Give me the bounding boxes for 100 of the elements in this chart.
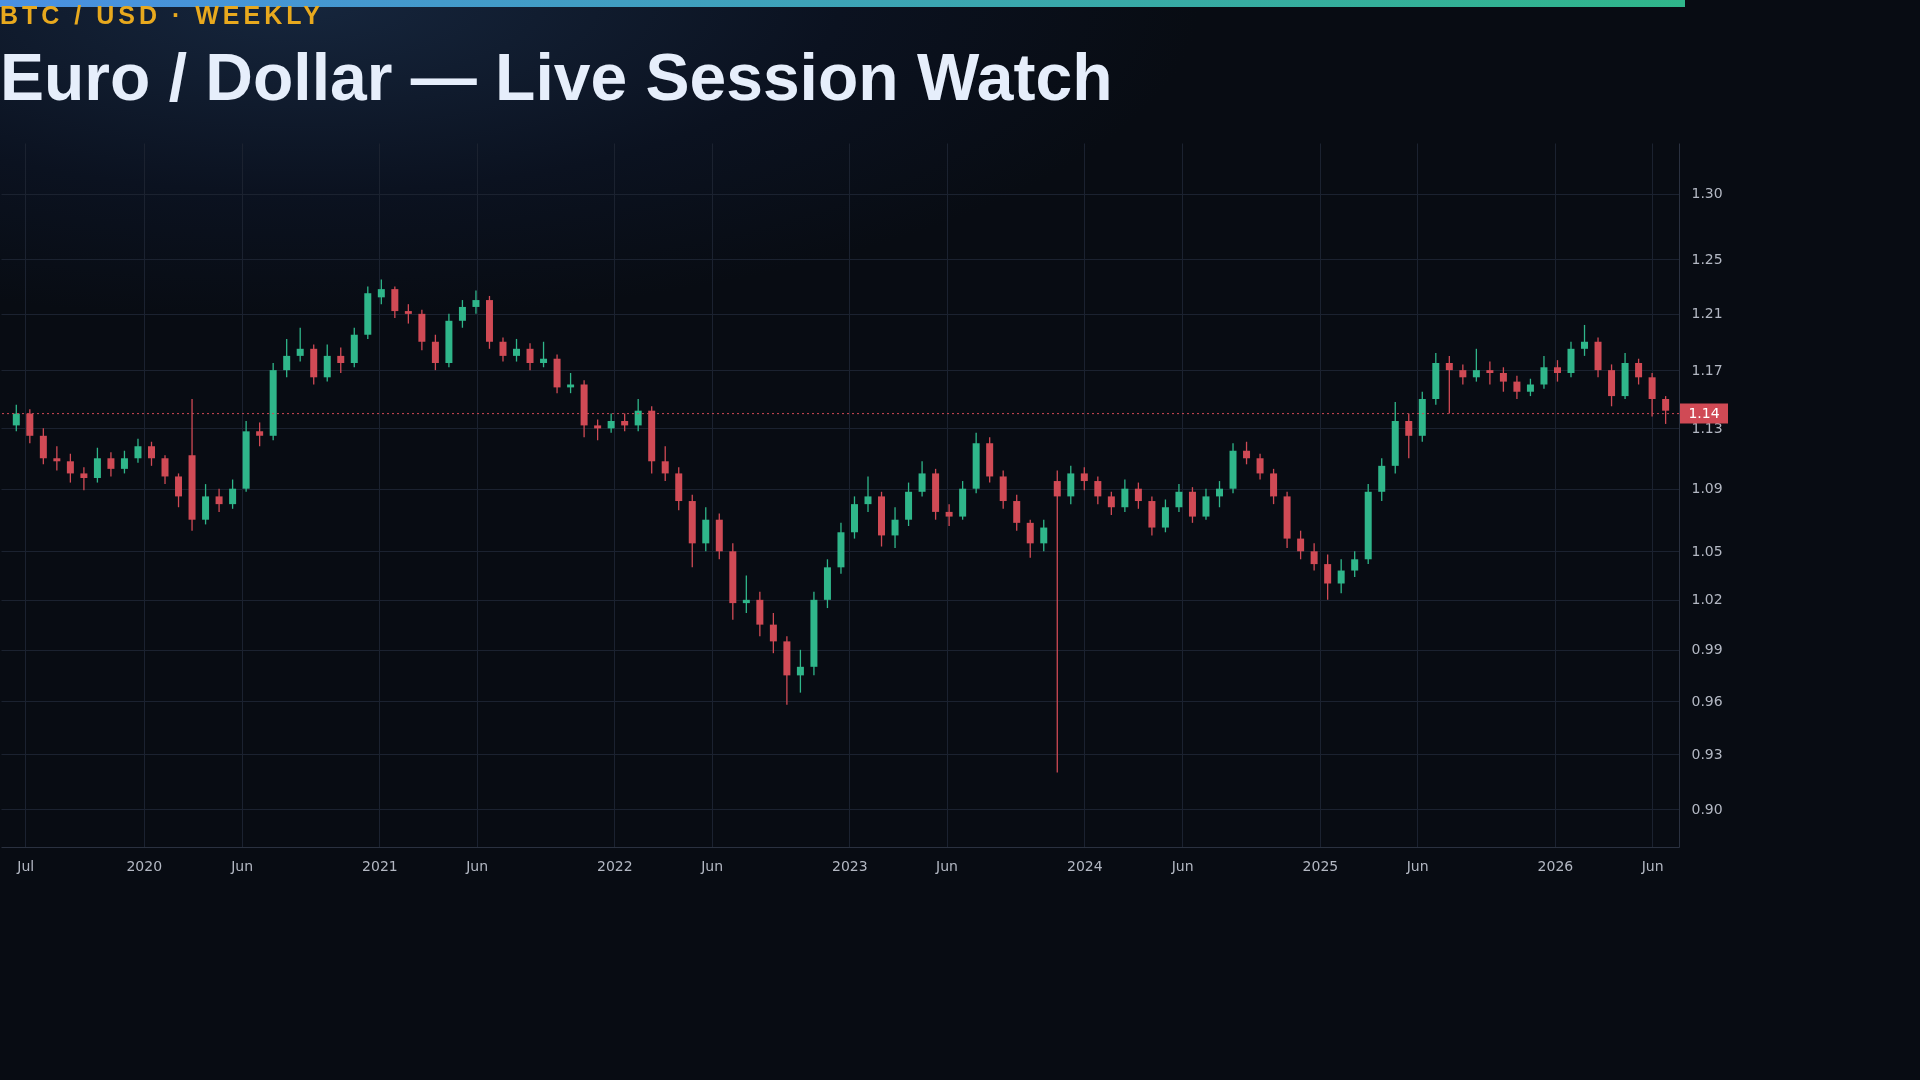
candlestick	[283, 338, 291, 378]
x-tick-label: 2021	[362, 857, 398, 874]
candlestick	[1472, 348, 1480, 383]
candlestick	[147, 441, 155, 467]
candlestick	[1499, 366, 1507, 393]
x-tick-label: 2025	[1302, 857, 1339, 874]
x-tick-label: 2024	[1066, 857, 1103, 874]
y-tick-label: 1.13	[1691, 419, 1723, 436]
x-tick-label: 2026	[1537, 857, 1574, 874]
candlestick	[458, 299, 466, 329]
candlestick	[391, 285, 399, 319]
candlestick	[513, 338, 521, 363]
candlestick	[1243, 441, 1251, 465]
candlestick	[1161, 498, 1169, 533]
candlestick	[202, 483, 210, 526]
x-tick-label: Jun	[1170, 857, 1194, 874]
candlestick	[472, 289, 480, 315]
candlestick	[404, 303, 412, 325]
candlestick	[1202, 488, 1210, 521]
candlestick	[769, 612, 777, 654]
candlestick	[1134, 481, 1142, 510]
x-tick-label: Jul	[16, 857, 35, 874]
candlestick	[1094, 475, 1102, 505]
candlestick	[607, 412, 615, 434]
candlestick	[256, 421, 264, 447]
candlestick	[945, 503, 953, 527]
candlestick	[661, 445, 669, 482]
candlestick	[1040, 519, 1048, 552]
candlestick	[1459, 363, 1467, 386]
candlestick	[499, 336, 507, 363]
x-tick-label: Jun	[230, 857, 254, 874]
candlestick	[1013, 494, 1021, 532]
candlestick	[526, 342, 534, 371]
candlestick	[634, 398, 642, 432]
candlestick	[134, 438, 142, 464]
x-tick-label: 2023	[832, 857, 868, 874]
candlestick	[296, 327, 304, 363]
candlestick	[1256, 453, 1264, 481]
candlestick	[107, 451, 115, 478]
x-tick-label: 2022	[597, 857, 633, 874]
candlestick	[918, 460, 926, 498]
y-tick-label: 1.25	[1691, 250, 1723, 267]
candlestick	[702, 506, 710, 552]
y-tick-label: 1.09	[1691, 480, 1723, 497]
x-tick-label: Jun	[1640, 857, 1664, 874]
candlestick	[1513, 375, 1521, 400]
candlestick	[1553, 359, 1561, 383]
candlestick	[1310, 542, 1318, 572]
chart-title: Euro / Dollar — Live Session Watch	[0, 39, 1113, 116]
x-tick-label: Jun	[1405, 857, 1429, 874]
candlestick	[53, 445, 61, 472]
candlestick	[1107, 491, 1115, 516]
x-tick-label: Jun	[700, 857, 724, 874]
candlestick	[12, 404, 20, 432]
y-tick-label: 0.90	[1691, 800, 1723, 817]
candlestick	[39, 427, 47, 465]
candlestick	[742, 574, 750, 614]
candlestick	[377, 278, 385, 305]
candlestick	[337, 346, 345, 374]
x-tick-label: Jun	[465, 857, 489, 874]
candlestick	[1324, 553, 1332, 601]
y-tick-label: 1.02	[1691, 591, 1723, 608]
candlestick	[323, 343, 331, 383]
candlestick	[1121, 478, 1129, 513]
candlestick	[1053, 469, 1061, 774]
x-tick-label: Jun	[935, 857, 958, 874]
y-tick-label: 0.99	[1691, 641, 1723, 658]
candlestick	[1080, 466, 1088, 491]
candlestick	[540, 341, 548, 368]
candlestick	[1067, 465, 1075, 505]
candlestick	[175, 472, 183, 508]
y-tick-label: 1.21	[1691, 305, 1723, 322]
y-tick-label: 1.05	[1691, 542, 1723, 559]
y-tick-label: 0.93	[1691, 745, 1723, 762]
candlestick	[161, 454, 169, 485]
candlestick	[891, 506, 899, 549]
candlestick	[796, 649, 804, 694]
candlestick	[864, 475, 872, 513]
candlestick	[1175, 483, 1183, 513]
candlestick	[1026, 519, 1034, 559]
candlestick	[1337, 558, 1345, 594]
y-tick-label: 0.96	[1691, 692, 1723, 709]
candlestick	[431, 334, 439, 371]
candlestick	[1540, 355, 1548, 390]
candlestick	[1635, 358, 1643, 386]
ref-line-label: 1.14	[1688, 404, 1720, 421]
candlestick	[120, 450, 128, 475]
candlestick	[1351, 550, 1359, 578]
candlestick	[215, 488, 223, 513]
candlestick	[1297, 530, 1305, 560]
y-tick-label: 1.30	[1691, 185, 1723, 202]
candlestick	[1216, 480, 1223, 508]
candlestick	[93, 447, 101, 484]
candlestick	[229, 478, 237, 510]
candlestick	[1486, 360, 1494, 386]
candlestick	[80, 466, 88, 491]
candlestick	[1270, 468, 1278, 505]
x-tick-label: 2020	[126, 857, 163, 874]
y-tick-label: 1.17	[1691, 361, 1723, 378]
candlestick	[594, 418, 602, 441]
